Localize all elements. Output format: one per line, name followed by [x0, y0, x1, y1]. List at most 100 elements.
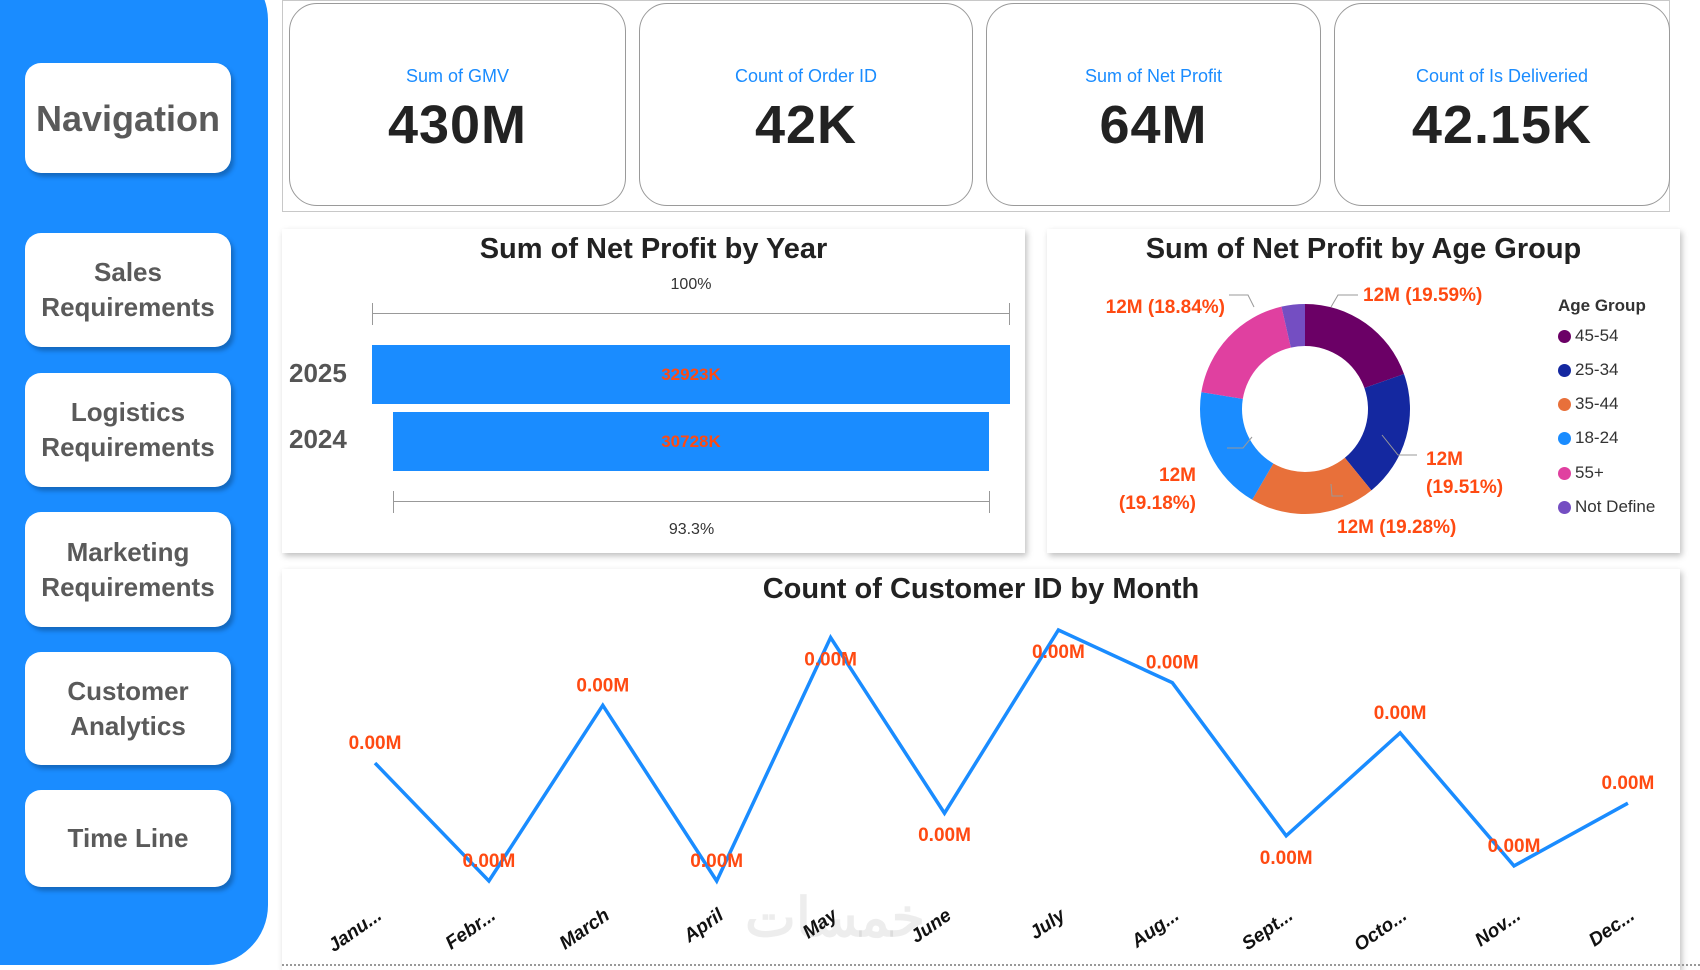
line-point[interactable] — [1166, 677, 1178, 689]
chart-title: Count of Customer ID by Month — [762, 573, 1200, 605]
line-point[interactable] — [597, 699, 609, 711]
line-point[interactable] — [1622, 797, 1634, 809]
page-bottom-border — [282, 964, 1700, 966]
donut-chart — [1200, 294, 1417, 514]
line-data-label: 0.00M — [1260, 848, 1313, 869]
line-data-label: 0.00M — [1374, 703, 1427, 724]
legend-label: 35-44 — [1575, 394, 1619, 413]
leader-line — [1227, 436, 1253, 449]
legend-label: 18-24 — [1575, 428, 1619, 447]
x-tick-label: May — [799, 904, 842, 943]
legend-label: 55+ — [1575, 463, 1604, 482]
legend-dot-icon — [1558, 466, 1571, 480]
legend-item[interactable]: 18-24 — [1558, 428, 1618, 448]
logistics-requirements-button[interactable]: Logistics Requirements — [25, 373, 231, 487]
kpi-card-net-profit: Sum of Net Profit 64M — [986, 3, 1321, 206]
x-tick-label: July — [1026, 904, 1070, 944]
line-point[interactable] — [369, 757, 381, 769]
chart-title: Sum of Net Profit by Age Group — [1145, 233, 1582, 265]
donut-slice-18-24[interactable] — [1200, 392, 1274, 500]
line-data-label: 0.00M — [918, 825, 971, 846]
x-tick-label: Nov... — [1471, 905, 1525, 951]
button-label: Customer Analytics — [67, 675, 189, 741]
funnel-data-label: 30728K — [661, 431, 721, 451]
line-point[interactable] — [1052, 624, 1064, 636]
button-label: Time Line — [67, 823, 189, 853]
line-point[interactable] — [1394, 727, 1406, 739]
slice-label: 12M (19.28%) — [1337, 517, 1457, 538]
slice-label: 12M (19.18%) — [1118, 465, 1196, 514]
funnel-bar[interactable]: 32923K — [372, 345, 1010, 404]
leader-line — [1330, 294, 1358, 308]
donut-slice-35-44[interactable] — [1252, 457, 1372, 514]
donut-slice-55-[interactable] — [1201, 306, 1291, 399]
legend-dot-icon — [1558, 431, 1571, 445]
sales-requirements-button[interactable]: Sales Requirements — [25, 233, 231, 347]
kpi-label: Count of Is Deliveried — [1415, 66, 1589, 86]
kpi-value: 430M — [387, 95, 528, 155]
legend-item[interactable]: 25-34 — [1558, 360, 1618, 380]
line-data-label: 0.00M — [576, 675, 629, 696]
khamsat-watermark-logo: خمسات — [745, 888, 926, 948]
legend-item[interactable]: 55+ — [1558, 463, 1604, 483]
x-tick-label: Dec... — [1585, 905, 1639, 951]
legend-item[interactable]: 35-44 — [1558, 394, 1618, 414]
funnel-category-label: 2024 — [289, 424, 347, 454]
kpi-label: Sum of GMV — [405, 66, 510, 86]
legend-dot-icon — [1558, 363, 1571, 377]
line-point[interactable] — [483, 875, 495, 887]
kpi-card-order-count: Count of Order ID 42K — [639, 3, 973, 206]
slice-label: 12M (18.84%) — [1105, 297, 1225, 318]
slice-label: 12M (19.59%) — [1363, 285, 1483, 306]
net-profit-by-age-panel: Sum of Net Profit by Age Group — [1047, 229, 1680, 553]
legend-dot-icon — [1558, 500, 1571, 514]
legend-dot-icon — [1558, 397, 1571, 411]
x-tick-label: Sept... — [1238, 905, 1297, 955]
button-label: Marketing Requirements — [41, 536, 215, 602]
leader-line — [1330, 483, 1343, 497]
legend-item[interactable]: 45-54 — [1558, 326, 1618, 346]
donut-slice-25-34[interactable] — [1344, 373, 1410, 491]
legend-item[interactable]: Not Define — [1558, 497, 1655, 517]
line-data-label: 0.00M — [462, 851, 515, 872]
line-point[interactable] — [1508, 860, 1520, 872]
line-data-label: 0.00M — [1488, 836, 1541, 857]
time-line-button[interactable]: Time Line — [25, 790, 231, 887]
slice-label: 12M (19.51%) — [1426, 449, 1504, 498]
donut-slice-45-54[interactable] — [1305, 304, 1404, 388]
legend-label: 45-54 — [1575, 326, 1619, 345]
line-data-label: 0.00M — [349, 733, 402, 754]
funnel-bottom-bracket — [393, 491, 990, 513]
x-tick-label: Janu... — [325, 905, 386, 957]
funnel-category-label: 2025 — [289, 358, 347, 388]
donut-slice-not-define[interactable] — [1281, 304, 1305, 348]
kpi-value: 42.15K — [1411, 95, 1593, 155]
x-tick-label: June — [907, 905, 956, 948]
line-point[interactable] — [1280, 830, 1292, 842]
funnel-bottom-percent: 93.3% — [668, 521, 715, 538]
line-series — [373, 627, 1629, 885]
funnel-bar[interactable]: 30728K — [393, 412, 989, 471]
line-data-label: 0.00M — [1032, 642, 1085, 663]
line-point[interactable] — [939, 807, 951, 819]
x-tick-label: April — [679, 904, 728, 947]
customer-analytics-button[interactable]: Customer Analytics — [25, 652, 231, 765]
funnel-top-bracket — [372, 303, 1010, 325]
leader-line — [1381, 434, 1417, 456]
line-data-label: 0.00M — [1146, 653, 1199, 674]
navigation-title: Navigation — [25, 63, 231, 173]
button-label: Sales Requirements — [41, 257, 215, 322]
kpi-card-gmv: Sum of GMV 430M — [289, 3, 626, 206]
customers-by-month-panel: Count of Customer ID by Month — [282, 569, 1680, 970]
marketing-requirements-button[interactable]: Marketing Requirements — [25, 512, 231, 627]
line-point[interactable] — [711, 875, 723, 887]
kpi-card-delivered-count: Count of Is Deliveried 42.15K — [1334, 3, 1670, 206]
kpi-value: 64M — [1099, 95, 1208, 155]
funnel-top-percent: 100% — [670, 276, 712, 293]
line-point[interactable] — [825, 632, 837, 644]
x-tick-label: Febr... — [442, 905, 500, 954]
chart-title: Sum of Net Profit by Year — [479, 233, 828, 265]
legend-label: 25-34 — [1575, 360, 1619, 379]
funnel-data-label: 32923K — [661, 364, 721, 384]
